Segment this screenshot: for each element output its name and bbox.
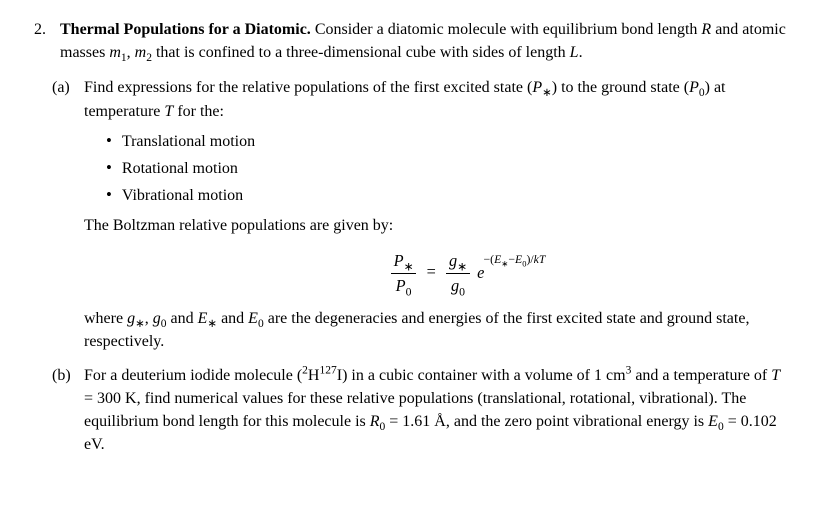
eq-lhs-den: P0 [391,273,417,298]
eq-rhs-den: g0 [446,273,470,298]
subpart-b: (b) For a deuterium iodide molecule (2H1… [52,364,789,457]
problem-body: Thermal Populations for a Diatomic. Cons… [60,18,789,64]
subpart-a-body: Find expressions for the relative popula… [84,76,789,353]
subpart-a-label: (a) [52,76,76,353]
bullet-vibrational: Vibrational motion [106,183,789,207]
bullet-rotational: Rotational motion [106,156,789,180]
boltzmann-equation: P∗ P0 = g∗ g0 e −(E∗−E0)/kT [84,249,789,297]
subparts: (a) Find expressions for the relative po… [52,76,789,456]
eq-exponential: e −(E∗−E0)/kT [477,261,484,285]
subpart-a-bullets: Translational motion Rotational motion V… [106,129,789,208]
subpart-a-following: where g∗, g0 and E∗ and E0 are the degen… [84,307,789,353]
problem-title: Thermal Populations for a Diatomic. [60,21,311,38]
subpart-b-label: (b) [52,364,76,457]
eq-rhs-fraction: g∗ g0 [446,249,470,297]
eq-exponent: −(E∗−E0)/kT [484,251,546,268]
eq-lhs-num: P∗ [391,249,417,273]
eq-equals: = [423,262,440,281]
subpart-b-text: For a deuterium iodide molecule (2H127I)… [84,364,789,457]
subpart-b-body: For a deuterium iodide molecule (2H127I)… [84,364,789,457]
eq-rhs-num: g∗ [446,249,470,273]
subpart-a-tail: The Boltzman relative populations are gi… [84,214,789,237]
subpart-a: (a) Find expressions for the relative po… [52,76,789,353]
subpart-a-lead: Find expressions for the relative popula… [84,76,789,122]
bullet-translational: Translational motion [106,129,789,153]
eq-lhs-fraction: P∗ P0 [391,249,417,297]
problem-number: 2. [34,18,52,64]
problem-2: 2. Thermal Populations for a Diatomic. C… [34,18,789,64]
